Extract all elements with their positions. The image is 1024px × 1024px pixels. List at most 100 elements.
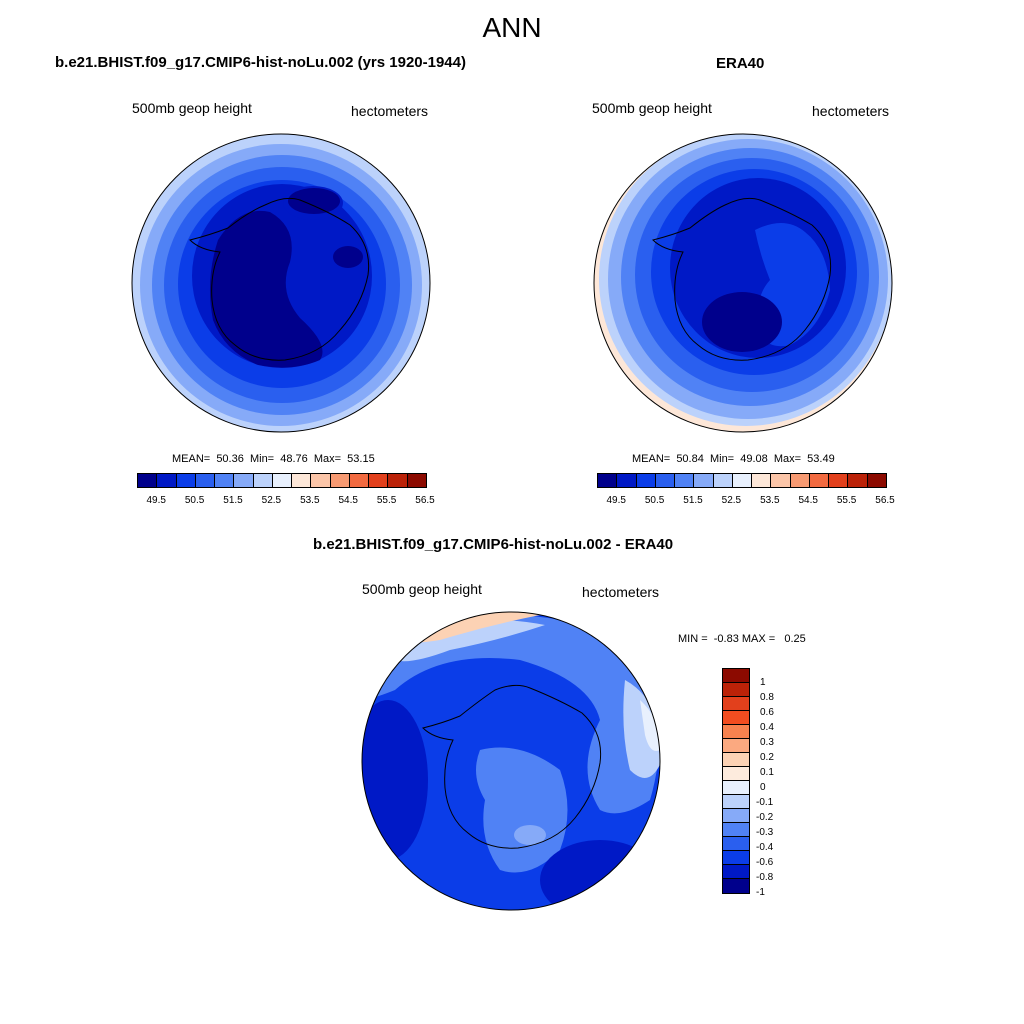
panel-1-variable-label: 500mb geop height	[132, 100, 252, 116]
panel-3-colorbar-tick-label: 0.1	[760, 767, 774, 778]
panel-2-colorbar-swatch	[867, 474, 886, 487]
panel-3-colorbar-tick-label: 0.2	[760, 752, 774, 763]
panel-3-variable-label: 500mb geop height	[362, 581, 482, 597]
panel-3-colorbar-tick-label: 0.8	[760, 692, 774, 703]
panel-1-colorbar-swatch	[176, 474, 196, 487]
panel-2-colorbar-swatch	[771, 474, 791, 487]
panel-1-colorbar	[137, 473, 427, 488]
panel-2-colorbar-tick-label: 55.5	[836, 495, 857, 506]
panel-1-colorbar-tick-label: 49.5	[146, 495, 166, 506]
panel-1-colorbar-swatch	[292, 474, 312, 487]
panel-3-colorbar-swatch	[723, 795, 749, 809]
panel-3-colorbar-swatch	[723, 767, 749, 781]
panel-1-colorbar-tick-label: 55.5	[376, 495, 397, 506]
panel-2-title: ERA40	[716, 55, 765, 72]
panel-2-colorbar-swatch	[694, 474, 714, 487]
panel-3-colorbar-tick-label: -0.4	[756, 842, 774, 853]
main-title: ANN	[482, 12, 542, 43]
panel-1-colorbar-tick-label: 56.5	[415, 495, 435, 506]
panel-1-colorbar-swatch	[311, 474, 331, 487]
panel-1-map	[132, 134, 430, 432]
panel-3-colorbar-swatch	[723, 753, 749, 767]
panel-3-colorbar-tick-label: -1	[756, 887, 765, 898]
panel-2-colorbar-swatch	[713, 474, 733, 487]
panel-3-units-label: hectometers	[582, 584, 660, 600]
panel-1-colorbar-swatch	[349, 474, 370, 487]
panel-1-colorbar-tick-label: 54.5	[338, 495, 358, 506]
panel-3-colorbar-tick-label: -0.2	[756, 812, 774, 823]
panel-3-colorbar-swatch	[723, 851, 749, 865]
panel-2-colorbar-swatch	[655, 474, 676, 487]
panel-3-stats: MIN = -0.83 MAX = 0.25	[678, 633, 806, 645]
panel-2-colorbar-tick-label: 50.5	[644, 495, 665, 506]
panel-3-colorbar-swatch	[723, 711, 749, 725]
panel-2-variable-label: 500mb geop height	[592, 100, 712, 116]
panel-3-colorbar-tick-label: 1	[760, 677, 766, 688]
panel-2-units-label: hectometers	[812, 103, 890, 119]
panel-2-colorbar-swatch	[752, 474, 772, 487]
panel-3-colorbar-swatch	[723, 823, 749, 837]
panel-2-colorbar-swatch	[598, 474, 618, 487]
panel-3-colorbar-swatch	[723, 781, 749, 795]
panel-3-title: b.e21.BHIST.f09_g17.CMIP6-hist-noLu.002 …	[313, 536, 674, 553]
panel-1-colorbar-swatch	[369, 474, 389, 487]
panel-3-colorbar-swatch	[723, 725, 749, 739]
panel-2-colorbar-swatch	[675, 474, 695, 487]
panel-1-colorbar-swatch	[157, 474, 177, 487]
panel-1-colorbar-swatch	[388, 474, 408, 487]
panel-3-colorbar-swatch	[723, 697, 749, 711]
panel-3-colorbar-swatch	[723, 739, 749, 753]
panel-3-colorbar-swatch	[723, 809, 749, 823]
panel-1-units-label: hectometers	[351, 103, 429, 119]
panel-2-colorbar-tick-label: 54.5	[798, 495, 818, 506]
panel-1-stats: MEAN= 50.36 Min= 48.76 Max= 53.15	[172, 453, 375, 465]
panel-1-colorbar-swatch	[272, 474, 293, 487]
panel-3-colorbar-tick-label: -0.3	[756, 827, 774, 838]
panel-2-colorbar-tick-label: 51.5	[683, 495, 703, 506]
panel-1-colorbar-tick-label: 51.5	[223, 495, 243, 506]
panel-1-colorbar-swatch	[138, 474, 158, 487]
panel-3-colorbar-tick-label: 0.4	[760, 722, 774, 733]
panel-2-stats: MEAN= 50.84 Min= 49.08 Max= 53.49	[632, 453, 835, 465]
panel-1-title: b.e21.BHIST.f09_g17.CMIP6-hist-noLu.002 …	[55, 54, 466, 71]
panel-1-colorbar-swatch	[330, 474, 350, 487]
panel-2-colorbar-swatch	[617, 474, 637, 487]
panel-2-colorbar-swatch	[809, 474, 830, 487]
panel-3-colorbar-tick-label: -0.8	[756, 872, 774, 883]
panel-3-colorbar-tick-label: -0.6	[756, 857, 774, 868]
panel-1-colorbar-tick-label: 50.5	[184, 495, 205, 506]
panel-3-colorbar-swatch	[723, 865, 749, 879]
panel-3-colorbar-swatch	[723, 683, 749, 697]
panel-2-colorbar-tick-label: 56.5	[875, 495, 895, 506]
panel-3-colorbar-swatch	[723, 837, 749, 851]
panel-1-colorbar-swatch	[215, 474, 235, 487]
panel-3-colorbar-tick-label: 0.6	[760, 707, 774, 718]
panel-1-colorbar-swatch	[253, 474, 273, 487]
panel-3-colorbar-swatch	[723, 879, 749, 893]
panel-3-map	[362, 612, 660, 910]
panel-2-colorbar-tick-label: 52.5	[721, 495, 742, 506]
panel-1-colorbar-tick-label: 53.5	[300, 495, 320, 506]
panel-3-map-border	[361, 611, 661, 911]
panel-3-colorbar-tick-label: 0	[760, 782, 766, 793]
panel-3-colorbar	[722, 668, 750, 894]
panel-2-colorbar-swatch	[829, 474, 849, 487]
panel-2-colorbar	[597, 473, 887, 488]
panel-1-colorbar-swatch	[195, 474, 216, 487]
panel-1-colorbar-swatch	[234, 474, 254, 487]
panel-1-map-border	[131, 133, 431, 433]
panel-3-colorbar-tick-label: -0.1	[756, 797, 774, 808]
panel-2-colorbar-swatch	[636, 474, 656, 487]
panel-3-colorbar-swatch	[723, 669, 749, 683]
panel-2-map	[594, 134, 892, 432]
panel-2-colorbar-swatch	[848, 474, 868, 487]
panel-3-colorbar-tick-label: 0.3	[760, 737, 774, 748]
panel-2-map-border	[593, 133, 893, 433]
panel-2-colorbar-swatch	[790, 474, 810, 487]
panel-2-colorbar-tick-label: 53.5	[760, 495, 780, 506]
panel-2-colorbar-swatch	[732, 474, 753, 487]
panel-1-colorbar-tick-label: 52.5	[261, 495, 282, 506]
panel-1-colorbar-swatch	[407, 474, 426, 487]
panel-2-colorbar-tick-label: 49.5	[606, 495, 626, 506]
